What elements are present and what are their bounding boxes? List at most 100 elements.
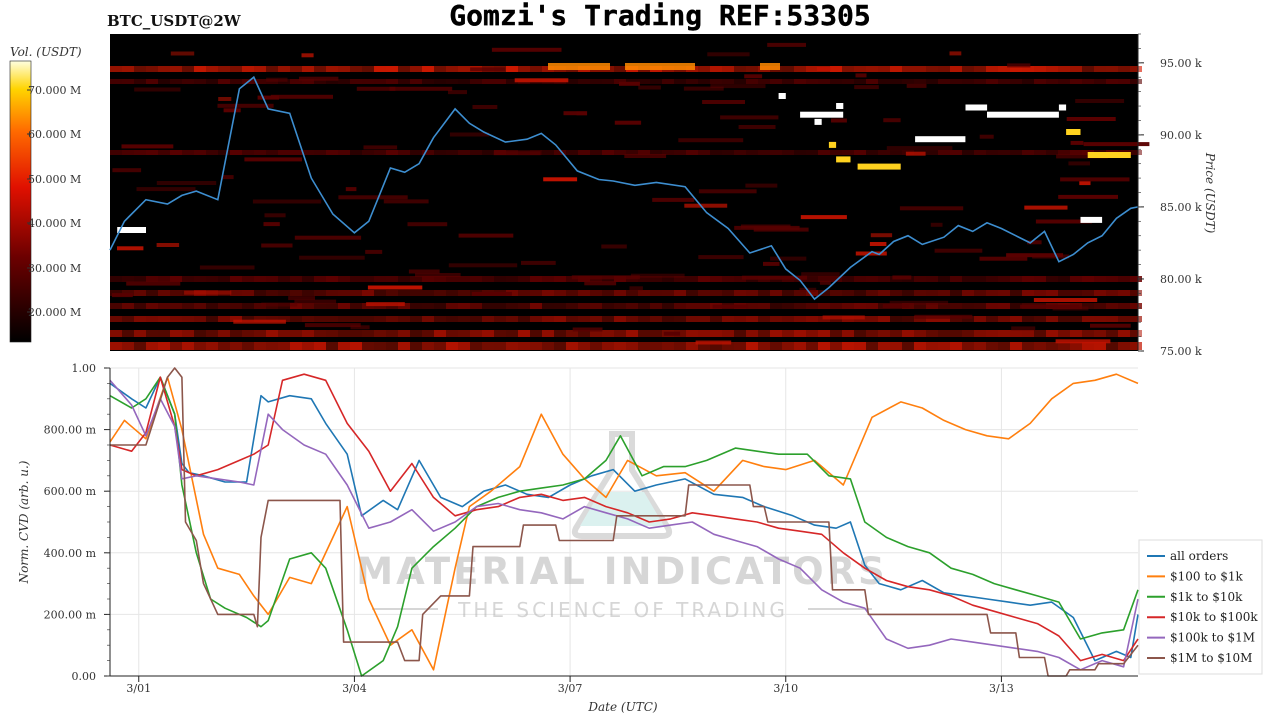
heat-cell bbox=[770, 79, 782, 84]
heat-cell bbox=[698, 79, 710, 84]
heat-cell bbox=[156, 243, 180, 247]
heat-cell bbox=[624, 154, 667, 158]
heat-cell bbox=[194, 303, 206, 309]
heat-cell bbox=[278, 316, 290, 322]
heatmap-bands bbox=[110, 42, 1150, 350]
heat-cell bbox=[422, 290, 434, 296]
heat-cell bbox=[338, 342, 350, 350]
heat-cell bbox=[182, 276, 194, 282]
heat-cell bbox=[626, 342, 638, 350]
heat-cell bbox=[678, 138, 744, 143]
heat-cell bbox=[590, 79, 602, 84]
heat-cell bbox=[686, 290, 698, 296]
heat-cell bbox=[257, 95, 280, 100]
heat-cell bbox=[1118, 330, 1130, 337]
heat-cell bbox=[770, 342, 782, 350]
heat-cell bbox=[746, 79, 758, 84]
heat-cell bbox=[614, 79, 626, 84]
heat-cell bbox=[194, 342, 206, 350]
heat-cell bbox=[345, 187, 357, 192]
heat-cell bbox=[218, 316, 230, 322]
heat-cell bbox=[890, 66, 902, 72]
heat-cell bbox=[1118, 79, 1130, 84]
heat-cell bbox=[698, 189, 757, 194]
heat-cell bbox=[758, 342, 770, 350]
heat-cell bbox=[554, 303, 566, 309]
heat-cell bbox=[878, 290, 890, 296]
heat-cell bbox=[662, 316, 674, 322]
heat-cell bbox=[278, 150, 290, 155]
heat-cell bbox=[182, 330, 194, 337]
large-order-6 bbox=[915, 136, 966, 143]
heat-cell bbox=[218, 342, 230, 350]
heat-cell bbox=[1130, 79, 1142, 84]
heat-cell bbox=[470, 276, 482, 282]
heat-cell bbox=[242, 330, 254, 337]
heat-cell bbox=[458, 150, 470, 155]
heat-cell bbox=[998, 330, 1010, 337]
heat-cell bbox=[362, 79, 374, 84]
heat-cell bbox=[170, 276, 182, 282]
heat-cell bbox=[278, 342, 290, 350]
heat-cell bbox=[254, 290, 266, 296]
heat-cell bbox=[794, 342, 806, 350]
heat-cell bbox=[614, 66, 626, 72]
heat-cell bbox=[458, 330, 470, 337]
heat-cell bbox=[170, 51, 195, 56]
heat-cell bbox=[1106, 330, 1118, 337]
heat-cell bbox=[710, 342, 722, 350]
heat-cell bbox=[722, 66, 734, 72]
heat-cell bbox=[883, 118, 901, 123]
heat-cell bbox=[590, 342, 602, 350]
heat-cell bbox=[278, 276, 290, 282]
heat-cell bbox=[1130, 342, 1142, 350]
heat-cell bbox=[638, 316, 650, 322]
heat-cell bbox=[446, 290, 458, 296]
heat-cell bbox=[770, 150, 782, 155]
heat-cell bbox=[542, 303, 554, 309]
heat-cell bbox=[619, 81, 640, 86]
heat-cell bbox=[1066, 117, 1116, 121]
heat-cell bbox=[494, 342, 506, 350]
heat-cell bbox=[566, 150, 578, 155]
heat-cell bbox=[386, 66, 398, 72]
heat-cell bbox=[855, 73, 867, 78]
heat-cell bbox=[662, 150, 674, 155]
heat-cell bbox=[314, 330, 326, 337]
heat-cell bbox=[374, 330, 386, 337]
heat-cell bbox=[806, 290, 818, 296]
heat-cell bbox=[1022, 150, 1034, 155]
heat-cell bbox=[242, 290, 254, 296]
heat-cell bbox=[695, 340, 732, 345]
heat-cell bbox=[350, 325, 370, 330]
heat-cell bbox=[302, 276, 314, 282]
heat-cell bbox=[1046, 290, 1058, 296]
heat-cell bbox=[767, 42, 806, 47]
colorbar-gradient bbox=[9, 60, 32, 343]
heat-cell bbox=[722, 290, 734, 296]
heat-cell bbox=[818, 290, 830, 296]
heat-cell bbox=[890, 316, 902, 322]
heat-cell bbox=[230, 290, 242, 296]
heat-cell bbox=[998, 79, 1010, 84]
heat-cell bbox=[434, 276, 446, 282]
heat-cell bbox=[950, 290, 962, 296]
heat-cell bbox=[266, 330, 278, 337]
heat-cell bbox=[686, 276, 698, 282]
heat-cell bbox=[408, 269, 440, 274]
colorbar-tick-label: 30.000 M bbox=[28, 262, 81, 275]
legend-entry: $1k to $10k bbox=[1170, 590, 1243, 604]
heat-cell bbox=[554, 276, 566, 282]
heat-cell bbox=[326, 66, 338, 72]
heat-cell bbox=[194, 316, 206, 322]
heat-cell bbox=[446, 150, 458, 155]
heat-cell bbox=[878, 316, 890, 322]
heat-cell bbox=[782, 66, 794, 72]
price-tick-label: 85.00 k bbox=[1160, 201, 1202, 214]
heat-cell bbox=[818, 342, 830, 350]
heat-cell bbox=[386, 290, 398, 296]
heat-cell bbox=[110, 290, 122, 296]
heat-cell bbox=[362, 66, 374, 72]
heat-cell bbox=[626, 316, 638, 322]
heat-cell bbox=[763, 261, 780, 266]
